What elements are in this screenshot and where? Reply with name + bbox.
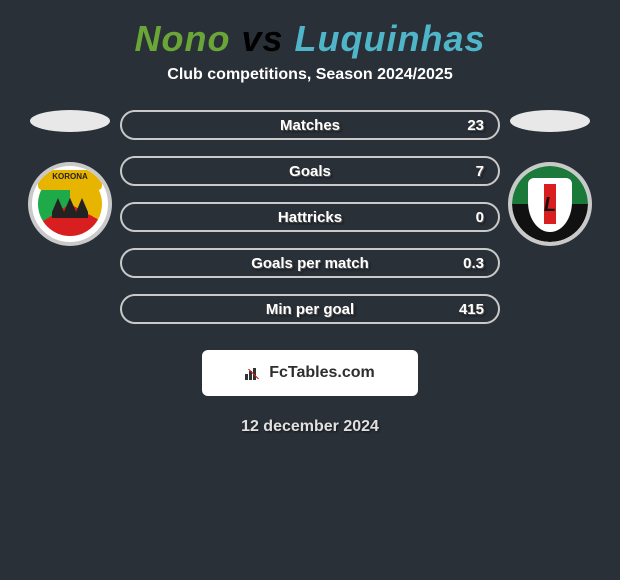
stat-row: Goals per match0.3: [120, 248, 500, 278]
crown-icon: [52, 194, 88, 218]
player-right-name: Luquinhas: [295, 18, 486, 59]
page-title: Nono vs Luquinhas: [0, 18, 620, 60]
stat-label: Min per goal: [122, 301, 498, 318]
stat-label: Hattricks: [122, 209, 498, 226]
date-text: 12 december 2024: [0, 418, 620, 436]
stat-row: Matches23: [120, 110, 500, 140]
stat-label: Matches: [122, 117, 498, 134]
left-club-crest-icon: KORONA: [28, 162, 112, 246]
right-player-photo-placeholder: [510, 110, 590, 132]
stat-right-value: 23: [467, 117, 484, 134]
comparison-card: Nono vs Luquinhas Club competitions, Sea…: [0, 0, 620, 436]
stat-right-value: 0.3: [463, 255, 484, 272]
brand-text: FcTables.com: [269, 364, 375, 382]
stat-right-value: 0: [476, 209, 484, 226]
subtitle: Club competitions, Season 2024/2025: [0, 66, 620, 84]
stat-bars: Matches23 Goals7 Hattricks0 Goals per match…: [120, 110, 500, 324]
stat-row: Goals7: [120, 156, 500, 186]
stat-label: Goals per match: [122, 255, 498, 272]
vs-separator: vs: [230, 18, 294, 59]
left-player-photo-placeholder: [30, 110, 110, 132]
stat-label: Goals: [122, 163, 498, 180]
right-club-crest-icon: L: [508, 162, 592, 246]
brand-chart-icon: [245, 366, 263, 380]
left-crest-ribbon: KORONA: [38, 170, 102, 190]
stat-right-value: 415: [459, 301, 484, 318]
shield-letter: L: [544, 194, 556, 217]
right-side: L: [500, 110, 600, 246]
left-side: KORONA: [20, 110, 120, 246]
stat-right-value: 7: [476, 163, 484, 180]
stat-row: Min per goal415: [120, 294, 500, 324]
brand-badge[interactable]: FcTables.com: [202, 350, 418, 396]
stat-row: Hattricks0: [120, 202, 500, 232]
player-left-name: Nono: [134, 18, 230, 59]
stats-area: KORONA Matches23 Goals7 Hattricks0 Goals pe…: [0, 110, 620, 324]
